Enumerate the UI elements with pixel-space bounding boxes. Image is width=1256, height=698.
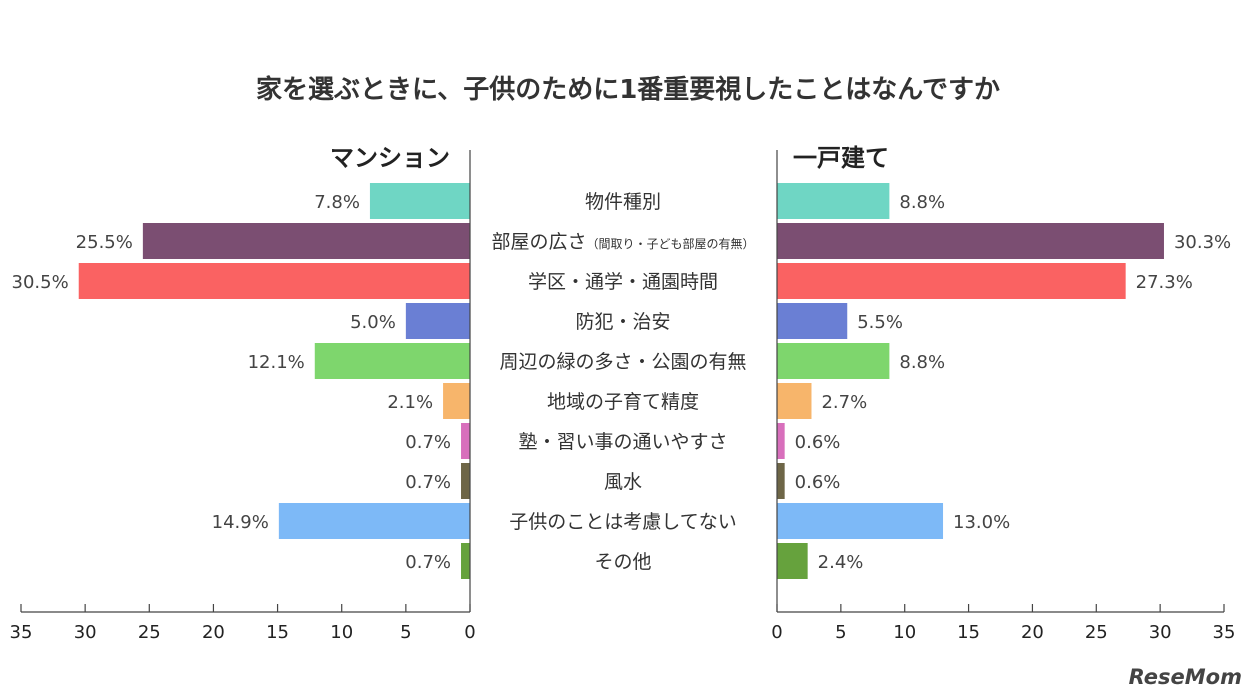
- left-value-label: 12.1%: [248, 352, 305, 373]
- right-bar: [777, 463, 785, 499]
- left-bar: [369, 183, 470, 219]
- left-x-tick-label: 30: [74, 622, 97, 643]
- right-value-label: 5.5%: [857, 312, 903, 333]
- right-bar: [777, 223, 1164, 259]
- left-bar: [461, 463, 470, 499]
- category-label: 部屋の広さ（間取り・子ども部屋の有無）: [491, 231, 754, 253]
- right-x-tick-label: 25: [1085, 622, 1108, 643]
- right-bar: [777, 543, 808, 579]
- right-x-tick-label: 0: [771, 622, 782, 643]
- left-panel-title: マンション: [330, 144, 450, 172]
- right-bar: [777, 343, 890, 379]
- category-label-main: 防犯・治安: [575, 311, 670, 333]
- right-bar: [777, 183, 890, 219]
- left-bar: [443, 383, 470, 419]
- left-value-label: 7.8%: [314, 192, 360, 213]
- left-value-label: 30.5%: [12, 272, 69, 293]
- right-bars: 8.8% 30.3% 27.3% 5.5% 8.8% 2.7% 0.6% 0.6% 13.0% 2…: [777, 183, 1231, 579]
- right-bar: [777, 263, 1126, 299]
- left-x-tick-label: 0: [464, 622, 475, 643]
- category-label: 地域の子育て精度: [547, 391, 699, 413]
- left-value-label: 25.5%: [76, 232, 133, 253]
- left-bars: 7.8% 25.5% 30.5% 5.0% 12.1% 2.1% 0.7% 0.7% 14.9%…: [12, 183, 470, 579]
- right-value-label: 30.3%: [1174, 232, 1231, 253]
- chart-title: 家を選ぶときに、子供のために1番重要視したことはなんですか: [256, 74, 1000, 105]
- category-label: その他: [594, 551, 651, 573]
- category-label: 塾・習い事の通いやすさ: [518, 431, 727, 453]
- category-label-main: 周辺の緑の多さ・公園の有無: [499, 351, 746, 373]
- right-value-label: 0.6%: [795, 472, 841, 493]
- right-value-label: 0.6%: [795, 432, 841, 453]
- left-bar: [314, 343, 470, 379]
- left-bar: [278, 503, 470, 539]
- right-x-tick-label: 10: [893, 622, 916, 643]
- left-value-label: 5.0%: [350, 312, 396, 333]
- category-label: 学区・通学・通園時間: [528, 271, 718, 293]
- right-x-tick-label: 15: [957, 622, 980, 643]
- left-value-label: 0.7%: [405, 432, 451, 453]
- left-x-tick-label: 10: [330, 622, 353, 643]
- left-value-label: 0.7%: [405, 472, 451, 493]
- left-bar: [405, 303, 470, 339]
- category-label-sub: （間取り・子ども部屋の有無）: [587, 236, 755, 251]
- category-label-main: 子供のことは考慮してない: [509, 511, 736, 533]
- left-x-tick-label: 35: [10, 622, 33, 643]
- right-x-tick-label: 35: [1213, 622, 1236, 643]
- right-value-label: 13.0%: [953, 512, 1010, 533]
- right-bar: [777, 383, 812, 419]
- left-x-tick-label: 25: [138, 622, 161, 643]
- category-label: 物件種別: [585, 191, 661, 213]
- left-x-tick-label: 5: [400, 622, 411, 643]
- left-value-label: 14.9%: [212, 512, 269, 533]
- category-label-main: その他: [594, 551, 651, 573]
- right-value-label: 8.8%: [899, 192, 945, 213]
- left-bar: [78, 263, 470, 299]
- category-label: 風水: [604, 471, 642, 493]
- left-bar: [461, 543, 470, 579]
- right-bar: [777, 423, 785, 459]
- right-value-label: 27.3%: [1136, 272, 1193, 293]
- right-bar: [777, 303, 848, 339]
- left-x-tick-label: 15: [266, 622, 289, 643]
- left-bar: [461, 423, 470, 459]
- category-label-main: 部屋の広さ: [491, 231, 586, 253]
- category-label: 周辺の緑の多さ・公園の有無: [499, 351, 746, 373]
- category-label: 防犯・治安: [575, 311, 670, 333]
- left-value-label: 2.1%: [387, 392, 433, 413]
- right-value-label: 8.8%: [899, 352, 945, 373]
- right-x-tick-label: 5: [835, 622, 846, 643]
- right-value-label: 2.4%: [818, 552, 864, 573]
- right-value-label: 2.7%: [821, 392, 867, 413]
- category-label-main: 物件種別: [585, 191, 661, 213]
- right-x-tick-label: 20: [1021, 622, 1044, 643]
- left-x-tick-label: 20: [202, 622, 225, 643]
- axes: 0 5 10 15 20 25 30 35 0 5 10 15 20 25 30 35: [10, 150, 1236, 643]
- category-label: 子供のことは考慮してない: [509, 511, 736, 533]
- left-bar: [142, 223, 470, 259]
- right-bar: [777, 503, 944, 539]
- category-label-main: 塾・習い事の通いやすさ: [518, 431, 727, 453]
- left-value-label: 0.7%: [405, 552, 451, 573]
- right-x-tick-label: 30: [1149, 622, 1172, 643]
- category-label-main: 風水: [604, 471, 642, 493]
- category-label-main: 地域の子育て精度: [547, 391, 699, 413]
- category-label-main: 学区・通学・通園時間: [528, 271, 718, 293]
- brand-logo: ReseMom: [1129, 665, 1242, 689]
- right-panel-title: 一戸建て: [793, 144, 889, 172]
